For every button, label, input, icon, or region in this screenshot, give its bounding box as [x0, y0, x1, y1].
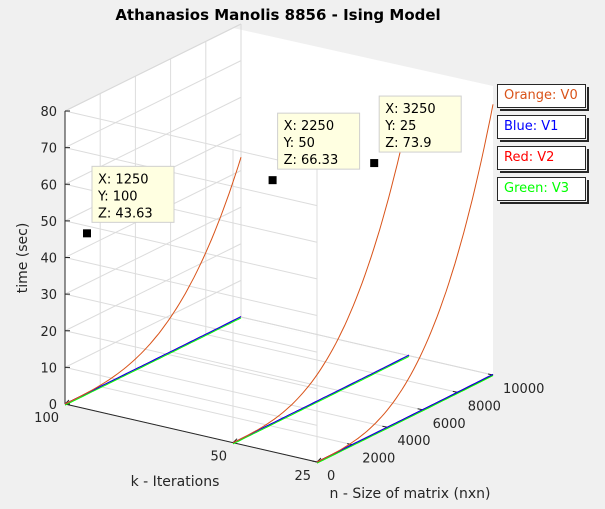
z-grid-line: [64, 206, 242, 295]
z-tick-label: 80: [40, 105, 57, 120]
datatip-marker: [83, 229, 91, 238]
x-tick-label: 10000: [503, 382, 544, 397]
y-axis-label: k - Iterations: [131, 474, 220, 490]
x-axis-label: n - Size of matrix (nxn): [330, 486, 491, 502]
x-tick-label: 2000: [362, 452, 395, 467]
z-grid-line: [64, 243, 242, 332]
z-grid-line: [64, 220, 318, 280]
z-grid-line: [64, 366, 318, 426]
datatip-box: [277, 112, 361, 170]
series-line-blue: [316, 373, 494, 463]
z-grid-line: [64, 110, 318, 170]
data-tips: X: 1250 Y: 100 Z: 43.63 X: 2250 Y: 50 Z: 66.3…: [83, 95, 462, 238]
datatip-text: Z: 73.9: [385, 136, 431, 151]
x-tick-mark: [311, 460, 318, 463]
z-tick-label: 30: [40, 288, 57, 303]
series-line-green: [64, 317, 242, 406]
datatip-marker: [268, 176, 277, 185]
z-grid-line: [64, 293, 318, 353]
x-tick-label: 0: [327, 469, 335, 484]
y-tick-label: 50: [210, 450, 227, 465]
legend-entry-v2: Red: V2: [497, 146, 589, 173]
series-line-orange: [232, 112, 410, 444]
x-tick-label: 4000: [397, 434, 430, 449]
z-axis-label: time (sec): [15, 223, 31, 294]
legend-entry-v0: Orange: V0: [497, 84, 589, 111]
datatip-box: [91, 165, 175, 223]
z-tick-label: 40: [40, 252, 57, 267]
datatip-text: X: 2250: [284, 119, 335, 134]
z-tick-label: 70: [40, 142, 57, 157]
x-tick-mark: [382, 425, 388, 428]
legend-entry-v3: Green: V3: [497, 177, 589, 204]
axes: [64, 23, 494, 463]
box-edge: [64, 23, 242, 112]
datatip-text: Z: 43.63: [98, 206, 153, 221]
series-line-green: [232, 355, 410, 445]
z-grid-line: [64, 279, 242, 368]
z-tick-label: 20: [40, 325, 57, 340]
datatip-text: Z: 66.33: [284, 153, 339, 168]
datatip-marker: [370, 159, 379, 168]
x-tick-label: 6000: [433, 417, 466, 432]
x-grid-line: [135, 368, 388, 428]
series-line-blue: [64, 316, 242, 405]
series-line-orange: [64, 157, 242, 405]
legend-entry-v1: Blue: V1: [497, 115, 589, 142]
back-right-wall: [233, 28, 493, 375]
z-grid-line: [64, 257, 318, 316]
y-axis-line: [64, 403, 318, 463]
z-tick-label: 60: [40, 178, 57, 193]
z-grid-line: [64, 60, 242, 149]
z-grid-line: [64, 330, 318, 390]
x-grid-line: [205, 333, 458, 393]
x-tick-label: 8000: [468, 399, 501, 414]
floor-plane: [65, 318, 493, 462]
y-tick-label: 25: [294, 469, 311, 484]
x-grid-line: [170, 351, 423, 411]
series-lines: [64, 104, 494, 464]
datatip-text: Y: 25: [384, 119, 416, 134]
series-line-blue: [232, 354, 410, 444]
datatip-text: Y: 50: [283, 136, 315, 151]
datatip-box: [378, 95, 462, 153]
y-tick-label: 100: [34, 411, 59, 426]
chart-title: Athanasios Manolis 8856 - Ising Model: [115, 6, 440, 24]
series-line-green: [316, 375, 494, 464]
z-tick-label: 0: [49, 398, 57, 413]
z-tick-label: 50: [40, 215, 57, 230]
x-grid-line: [100, 386, 353, 446]
datatip-text: X: 3250: [385, 102, 436, 117]
series-line-orange: [316, 104, 494, 463]
z-tick-label: 10: [40, 361, 57, 376]
box-edge: [240, 316, 494, 376]
datatip-text: Y: 100: [97, 189, 138, 204]
z-grid-line: [64, 147, 318, 207]
datatip-text: X: 1250: [98, 172, 149, 187]
